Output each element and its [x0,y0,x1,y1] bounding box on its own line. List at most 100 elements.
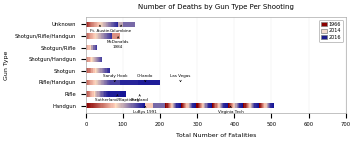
Bar [91,80,92,85]
Bar [271,103,272,108]
Bar [94,80,95,85]
Bar [106,22,107,27]
Bar [95,103,96,108]
Title: Number of Deaths by Gun Type Per Shooting: Number of Deaths by Gun Type Per Shootin… [138,4,294,10]
Bar [93,80,94,85]
Bar [168,103,169,108]
Bar [243,103,244,108]
Bar [91,91,92,97]
Bar [192,103,193,108]
Bar [96,57,97,62]
Bar [221,103,222,108]
Bar [92,80,93,85]
Bar [89,91,90,97]
Bar [95,22,96,27]
Bar [229,103,230,108]
Bar [200,103,201,108]
Bar [86,45,87,50]
Bar [217,103,218,108]
Bar [96,33,97,39]
Bar [165,103,166,108]
Bar [87,45,88,50]
Bar [215,103,217,108]
Bar [94,103,95,108]
Bar [186,103,187,108]
Bar [134,103,135,108]
Bar [96,103,97,108]
Bar [169,103,170,108]
Bar [106,103,107,108]
Bar [110,33,111,39]
Bar [91,57,92,62]
Bar [98,80,99,85]
Bar [91,45,93,50]
Bar [187,103,189,108]
Bar [93,68,95,73]
Bar [231,103,232,108]
Bar [98,57,99,62]
Bar [114,22,115,27]
Bar [105,103,106,108]
Bar [106,33,107,39]
Bar [183,103,184,108]
Bar [199,103,200,108]
Bar [219,103,220,108]
Bar [114,103,115,108]
Bar [98,22,99,27]
Bar [130,103,131,108]
Bar [104,103,105,108]
Bar [124,103,125,108]
Bar [201,103,202,108]
Bar [88,45,89,50]
Bar [263,103,264,108]
Bar [120,91,126,97]
Bar [115,22,116,27]
Bar [153,103,165,108]
Bar [144,103,145,108]
Bar [112,22,113,27]
Bar [195,103,196,108]
Bar [103,68,104,73]
Bar [139,103,141,108]
Bar [86,80,87,85]
Bar [230,103,231,108]
Bar [97,33,98,39]
Bar [99,33,100,39]
Bar [93,22,94,27]
Bar [94,91,95,97]
Bar [111,33,112,39]
Bar [253,103,255,108]
Bar [99,68,100,73]
Bar [193,103,194,108]
Text: Orlando: Orlando [137,74,153,82]
Bar [101,33,102,39]
Bar [89,45,91,50]
Bar [98,33,99,39]
Bar [107,68,108,73]
Bar [92,33,93,39]
Bar [131,103,133,108]
Bar [129,103,130,108]
Bar [268,103,269,108]
Bar [208,103,209,108]
Bar [242,103,243,108]
Bar [204,103,206,108]
Bar [238,103,239,108]
Bar [102,103,103,108]
Bar [91,68,93,73]
Bar [106,80,107,85]
Bar [102,91,103,97]
Bar [116,103,117,108]
Bar [100,80,101,85]
Bar [272,103,273,108]
Bar [182,103,183,108]
Bar [91,33,92,39]
Bar [89,33,90,39]
Bar [87,22,88,27]
Bar [90,80,91,85]
Bar [87,68,88,73]
Bar [223,103,224,108]
Bar [115,103,116,108]
Bar [88,68,89,73]
Bar [143,103,144,108]
